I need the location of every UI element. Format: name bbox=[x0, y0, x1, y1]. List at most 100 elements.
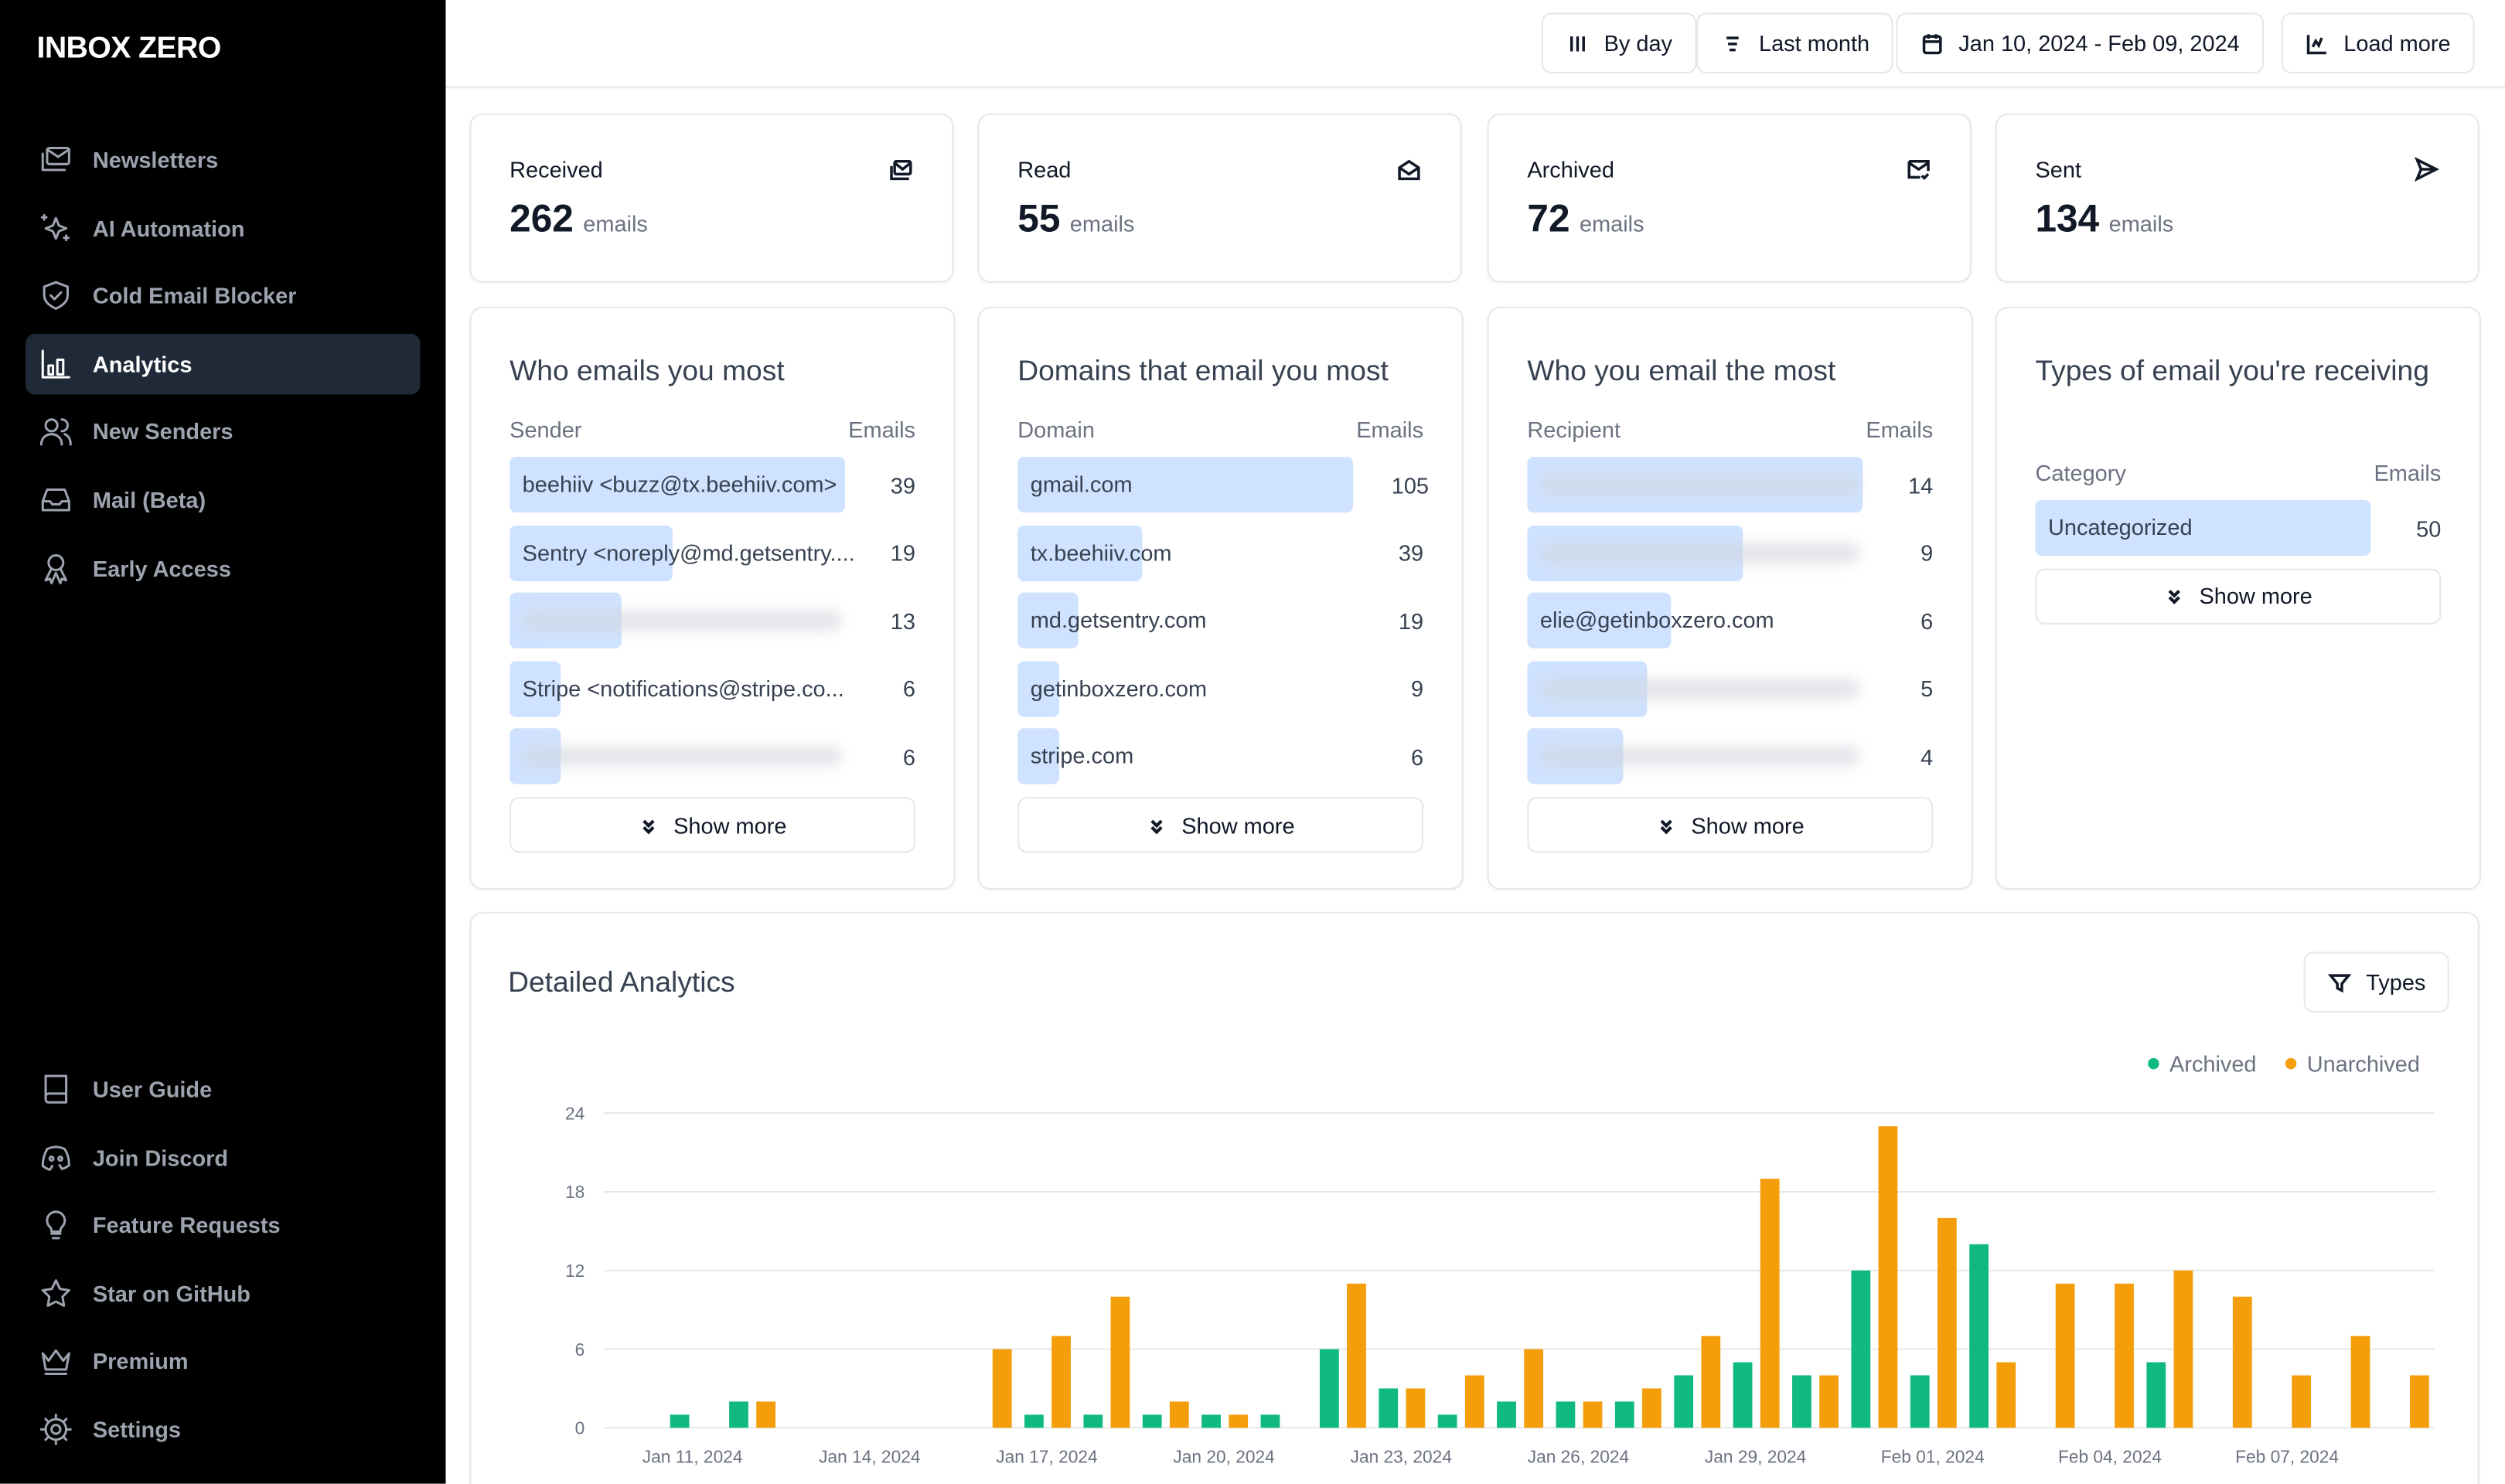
logo[interactable]: INBOX ZERO bbox=[36, 32, 222, 66]
bar-unarchived-19 bbox=[1760, 1179, 1780, 1428]
sidebar-item-ai-automation[interactable]: AI Automation bbox=[26, 197, 420, 258]
sidebar-item-label: Feature Requests bbox=[92, 1212, 281, 1238]
row-bar bbox=[2035, 499, 2370, 556]
show-more-button[interactable]: Show more bbox=[2035, 567, 2442, 625]
sidebar-item-analytics[interactable]: Analytics bbox=[26, 333, 421, 394]
table-header: Category Emails bbox=[2035, 460, 2441, 485]
card-title: Who you email the most bbox=[1527, 354, 1836, 387]
row-bar bbox=[510, 456, 845, 513]
stat-value: 262 emails bbox=[510, 198, 648, 243]
table-card-1: Domains that email you most Domain Emails… bbox=[977, 306, 1464, 890]
filter-lines-icon bbox=[1726, 36, 1739, 51]
table-row[interactable]: gmail.com 105 bbox=[1017, 456, 1429, 513]
y-tick-label: 6 bbox=[575, 1339, 585, 1360]
bar-archived-26 bbox=[2146, 1362, 2166, 1428]
table-card-3: Types of email you're receiving Category… bbox=[1995, 306, 2481, 890]
sidebar-item-label: Cold Email Blocker bbox=[92, 283, 297, 309]
bar-archived-12 bbox=[1319, 1349, 1339, 1428]
sidebar-item-user-guide[interactable]: User Guide bbox=[26, 1059, 420, 1120]
sidebar-item-label: Analytics bbox=[92, 351, 193, 377]
table-row[interactable]: 9 bbox=[1527, 524, 1934, 581]
bar-unarchived-9 bbox=[1169, 1401, 1189, 1428]
row-value: 19 bbox=[1398, 608, 1424, 634]
table-row[interactable]: stripe.com 6 bbox=[1017, 729, 1423, 785]
bar-archived-10 bbox=[1201, 1414, 1221, 1428]
sidebar-item-cold-email-blocker[interactable]: Cold Email Blocker bbox=[26, 265, 420, 326]
sidebar-item-newsletters[interactable]: Newsletters bbox=[26, 129, 420, 190]
table-row[interactable]: Stripe <notifications@stripe.co... 6 bbox=[510, 661, 915, 717]
show-more-button[interactable]: Show more bbox=[1527, 797, 1934, 853]
table-row[interactable]: Sentry <noreply@md.getsentry.... 19 bbox=[510, 524, 915, 581]
stat-value: 55 emails bbox=[1017, 198, 1134, 243]
bar-unarchived-23 bbox=[1996, 1362, 2016, 1428]
bar-unarchived-29 bbox=[2350, 1336, 2370, 1428]
sidebar-item-label: New Senders bbox=[92, 419, 233, 445]
column-header: Recipient bbox=[1527, 417, 1621, 443]
row-value: 6 bbox=[902, 676, 915, 702]
row-bar bbox=[1017, 524, 1143, 581]
sidebar-item-premium[interactable]: Premium bbox=[26, 1331, 420, 1392]
table-row[interactable]: beehiiv <buzz@tx.beehiiv.com> 39 bbox=[510, 456, 915, 513]
sidebar-item-feature-requests[interactable]: Feature Requests bbox=[26, 1195, 420, 1256]
types-filter-button[interactable]: Types bbox=[2303, 951, 2450, 1013]
stat-unit: emails bbox=[583, 210, 648, 237]
table-row[interactable]: 6 bbox=[510, 729, 915, 785]
show-more-label: Show more bbox=[2199, 583, 2312, 609]
bar-archived-8 bbox=[1083, 1414, 1103, 1428]
table-header: Recipient Emails bbox=[1527, 417, 1933, 442]
row-label: gmail.com bbox=[1030, 471, 1133, 497]
chevrons-down-icon bbox=[642, 819, 654, 834]
stat-number: 72 bbox=[1527, 198, 1570, 242]
sidebar-item-settings[interactable]: Settings bbox=[26, 1399, 420, 1460]
row-value: 9 bbox=[1920, 539, 1934, 566]
table-row[interactable]: getinboxzero.com 9 bbox=[1017, 661, 1423, 717]
row-bar bbox=[1017, 729, 1059, 785]
bar-archived-20 bbox=[1792, 1375, 1811, 1428]
last-month-button[interactable]: Last month bbox=[1696, 12, 1894, 74]
redacted-text bbox=[1539, 746, 1860, 768]
mail-check-icon bbox=[1907, 159, 1930, 180]
table-row[interactable]: Uncategorized 50 bbox=[2035, 499, 2441, 556]
row-bar bbox=[510, 524, 673, 581]
chevrons-down-icon bbox=[1659, 819, 1672, 834]
by-day-button[interactable]: By day bbox=[1541, 12, 1697, 74]
bar-unarchived-12 bbox=[1347, 1283, 1366, 1428]
column-header: Category bbox=[2035, 460, 2126, 486]
bar-unarchived-18 bbox=[1701, 1336, 1721, 1428]
table-row[interactable]: elie@getinboxzero.com 6 bbox=[1527, 592, 1933, 649]
load-more-button[interactable]: Load more bbox=[2281, 12, 2475, 74]
show-more-label: Show more bbox=[1181, 812, 1295, 838]
stat-unit: emails bbox=[1069, 210, 1135, 237]
row-label: md.getsentry.com bbox=[1030, 607, 1207, 633]
legend-label: Archived bbox=[2169, 1052, 2256, 1077]
sidebar-item-star-on-github[interactable]: Star on GitHub bbox=[26, 1263, 420, 1324]
gear-icon bbox=[39, 1413, 72, 1445]
row-bar bbox=[1017, 592, 1079, 649]
table-row[interactable]: tx.beehiiv.com 39 bbox=[1017, 524, 1423, 581]
y-tick-label: 24 bbox=[565, 1103, 584, 1123]
table-row[interactable]: 4 bbox=[1527, 729, 1933, 785]
table-row[interactable]: 5 bbox=[1527, 661, 1933, 717]
show-more-button[interactable]: Show more bbox=[510, 797, 915, 853]
sidebar-item-join-discord[interactable]: Join Discord bbox=[26, 1127, 420, 1188]
row-value: 14 bbox=[1908, 471, 1934, 498]
date-range-picker[interactable]: Jan 10, 2024 - Feb 09, 2024 bbox=[1896, 12, 2264, 74]
table-row[interactable]: md.getsentry.com 19 bbox=[1017, 592, 1424, 649]
types-label: Types bbox=[2366, 969, 2426, 996]
bar-chart-icon bbox=[41, 349, 70, 379]
x-tick-label: Jan 23, 2024 bbox=[1351, 1447, 1452, 1467]
bar-unarchived-13 bbox=[1406, 1388, 1426, 1428]
table-row[interactable]: 13 bbox=[510, 592, 915, 649]
table-row[interactable]: 14 bbox=[1527, 456, 1934, 513]
sidebar-item-new-senders[interactable]: New Senders bbox=[26, 401, 420, 462]
sidebar-item-mail-beta[interactable]: Mail (Beta) bbox=[26, 469, 420, 530]
top-toolbar: By day Last month Jan 10, 2024 - Feb 09,… bbox=[445, 0, 2505, 88]
show-more-button[interactable]: Show more bbox=[1017, 797, 1424, 853]
row-value: 13 bbox=[890, 608, 915, 634]
sidebar-item-label: User Guide bbox=[92, 1076, 213, 1102]
column-header: Sender bbox=[510, 417, 582, 443]
sidebar-item-early-access[interactable]: Early Access bbox=[26, 538, 420, 599]
book-icon bbox=[44, 1074, 68, 1104]
bar-archived-21 bbox=[1851, 1270, 1871, 1428]
